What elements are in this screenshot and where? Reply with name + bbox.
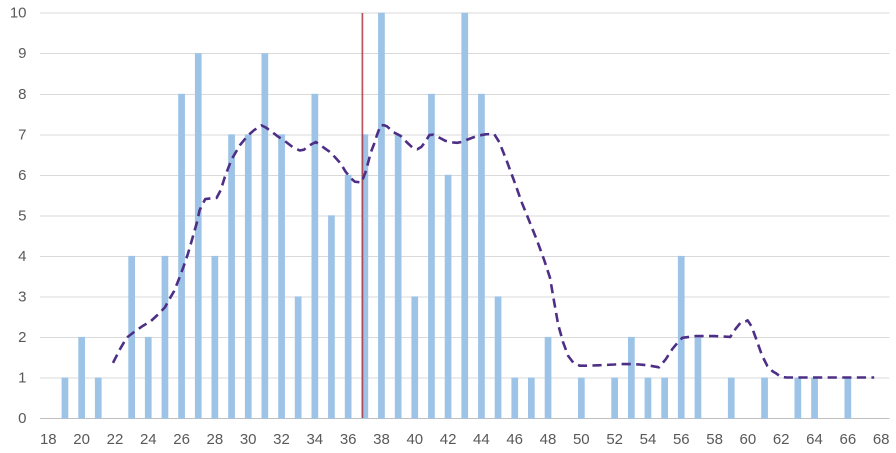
svg-text:24: 24: [140, 431, 157, 448]
svg-text:62: 62: [773, 431, 790, 448]
svg-text:1: 1: [18, 370, 26, 387]
svg-text:52: 52: [606, 431, 623, 448]
svg-text:68: 68: [873, 431, 890, 448]
svg-text:18: 18: [40, 431, 57, 448]
svg-text:64: 64: [806, 431, 823, 448]
svg-text:32: 32: [273, 431, 290, 448]
svg-text:7: 7: [18, 126, 26, 143]
svg-text:22: 22: [107, 431, 124, 448]
svg-text:44: 44: [473, 431, 490, 448]
svg-text:4: 4: [18, 248, 26, 265]
svg-text:2: 2: [18, 329, 26, 346]
svg-text:60: 60: [740, 431, 757, 448]
svg-text:10: 10: [10, 5, 27, 22]
svg-text:8: 8: [18, 86, 26, 103]
svg-text:54: 54: [640, 431, 657, 448]
svg-text:28: 28: [207, 431, 224, 448]
svg-text:20: 20: [73, 431, 90, 448]
svg-text:42: 42: [440, 431, 457, 448]
svg-text:56: 56: [673, 431, 690, 448]
svg-text:40: 40: [406, 431, 423, 448]
svg-text:38: 38: [373, 431, 390, 448]
svg-text:58: 58: [706, 431, 723, 448]
svg-text:6: 6: [18, 167, 26, 184]
svg-text:26: 26: [173, 431, 190, 448]
svg-text:46: 46: [506, 431, 523, 448]
svg-text:50: 50: [573, 431, 590, 448]
svg-text:9: 9: [18, 45, 26, 62]
svg-text:36: 36: [340, 431, 357, 448]
svg-text:3: 3: [18, 288, 26, 305]
svg-text:48: 48: [540, 431, 557, 448]
svg-text:0: 0: [18, 410, 26, 427]
svg-text:34: 34: [306, 431, 323, 448]
svg-text:66: 66: [840, 431, 857, 448]
svg-text:30: 30: [240, 431, 257, 448]
svg-text:5: 5: [18, 207, 26, 224]
